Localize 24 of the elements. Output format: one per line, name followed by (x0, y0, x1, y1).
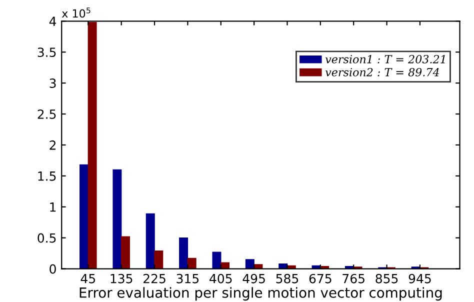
x-tick-label: 945 (408, 274, 431, 284)
y-tick-label: 1 (50, 202, 56, 212)
x-tick-label: 45 (80, 274, 96, 284)
y-tick-label: 1.5 (38, 172, 56, 181)
y-tick-label: 3 (50, 78, 56, 88)
y-tick-label: 0.5 (38, 233, 56, 243)
x-tick-label: 225 (144, 274, 166, 284)
text: x 10$^{5}$ (62, 8, 90, 18)
y-tick-label: 0 (50, 264, 56, 274)
y-tick-label: 2.5 (38, 109, 56, 119)
x-tick-label: 675 (309, 274, 332, 284)
y-tick-label: 2 (50, 140, 56, 150)
x-tick-label: 315 (176, 274, 199, 284)
y-tick-label: 3.5 (38, 48, 56, 58)
y-tick-label: 4 (49, 16, 56, 26)
x-tick-label: 495 (242, 274, 265, 284)
legend-label: version1 : T = 203.21 (326, 54, 445, 64)
x-tick-label: 405 (210, 274, 232, 284)
x-axis-title: Error evaluation per single motion vector computing (80, 287, 442, 301)
legend-label: version2 : T = 89.74 (326, 68, 440, 76)
x-tick-label: 135 (110, 274, 132, 284)
x-tick-label: 585 (276, 274, 298, 284)
x-tick-label: 765 (342, 274, 364, 284)
x-tick-label: 855 (376, 274, 398, 284)
